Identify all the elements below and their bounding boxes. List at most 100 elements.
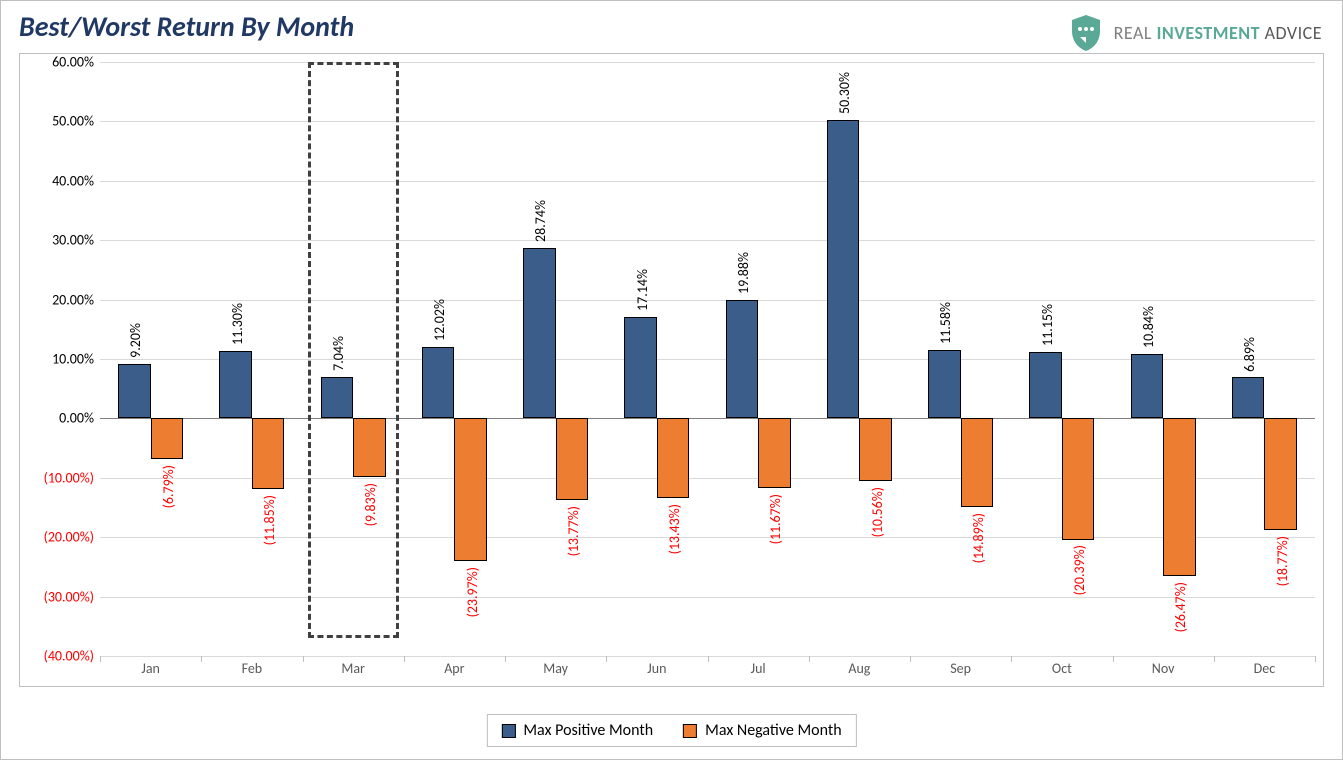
y-axis-tick: (10.00%)	[44, 469, 100, 486]
bar-label-positive: 50.30%	[836, 72, 853, 114]
gridline	[100, 597, 1315, 598]
bar-positive	[1029, 352, 1061, 418]
x-divider	[303, 656, 304, 662]
bar-positive	[928, 350, 960, 419]
y-axis-tick: 50.00%	[52, 113, 100, 130]
bar-label-positive: 11.15%	[1039, 304, 1056, 346]
bar-label-positive: 9.20%	[127, 323, 144, 358]
bar-label-positive: 6.89%	[1241, 337, 1258, 372]
x-divider	[809, 656, 810, 662]
plot-outer-border: (40.00%) (30.00%) (20.00%) (10.00%) 0.00% 10.…	[19, 53, 1324, 687]
x-divider	[910, 656, 911, 662]
brand-word-3: ADVICE	[1265, 22, 1322, 44]
y-axis-tick: (20.00%)	[44, 529, 100, 546]
x-axis-tick: Apr	[444, 656, 464, 677]
bar-positive	[118, 364, 150, 419]
y-axis-tick: (40.00%)	[44, 648, 100, 665]
x-axis-tick: Nov	[1152, 656, 1175, 677]
bar-label-positive: 10.84%	[1140, 306, 1157, 348]
bar-label-negative: (13.43%)	[666, 504, 683, 554]
bar-positive	[523, 248, 555, 419]
bar-negative	[353, 418, 385, 476]
bar-negative	[961, 418, 993, 506]
bar-negative	[758, 418, 790, 487]
bar-negative	[1264, 418, 1296, 529]
y-axis-tick: 10.00%	[52, 351, 100, 368]
bar-negative	[1062, 418, 1094, 539]
brand-logo: REAL INVESTMENT ADVICE	[1068, 13, 1322, 53]
bar-negative	[252, 418, 284, 488]
bar-label-negative: (11.67%)	[767, 494, 784, 544]
bar-label-positive: 19.88%	[735, 252, 752, 294]
x-axis-tick: Feb	[242, 656, 263, 677]
x-divider	[404, 656, 405, 662]
y-axis-tick: 20.00%	[52, 291, 100, 308]
shield-icon	[1068, 13, 1104, 53]
x-divider	[1113, 656, 1114, 662]
legend-item-negative: Max Negative Month	[683, 721, 841, 740]
bar-label-positive: 28.74%	[532, 200, 549, 242]
x-axis-tick: Aug	[848, 656, 870, 677]
y-axis-tick: 30.00%	[52, 232, 100, 249]
gridline	[100, 62, 1315, 63]
gridline	[100, 537, 1315, 538]
bar-positive	[726, 300, 758, 418]
bar-label-positive: 11.58%	[937, 302, 954, 344]
bar-label-positive: 17.14%	[634, 269, 651, 311]
bar-label-negative: (13.77%)	[565, 506, 582, 556]
bar-negative	[859, 418, 891, 481]
bar-negative	[454, 418, 486, 560]
y-axis-tick: 0.00%	[59, 410, 100, 427]
y-axis-tick: (30.00%)	[44, 588, 100, 605]
gridline	[100, 181, 1315, 182]
gridline	[100, 300, 1315, 301]
bar-label-negative: (9.83%)	[362, 483, 379, 526]
brand-word-1: REAL	[1114, 22, 1152, 44]
bar-positive	[219, 351, 251, 418]
bar-label-negative: (10.56%)	[869, 487, 886, 537]
bar-negative	[151, 418, 183, 458]
plot-area: (40.00%)(30.00%)(20.00%)(10.00%)0.00%10.…	[100, 62, 1315, 656]
legend-item-positive: Max Positive Month	[501, 721, 653, 740]
chart-frame: Best/Worst Return By Month REAL INVESTME…	[0, 0, 1343, 760]
legend: Max Positive Month Max Negative Month	[486, 714, 856, 747]
legend-label-negative: Max Negative Month	[705, 721, 841, 740]
bar-positive	[624, 317, 656, 419]
bar-label-negative: (14.89%)	[970, 513, 987, 563]
chart-title: Best/Worst Return By Month	[19, 9, 354, 44]
x-axis-tick: Oct	[1052, 656, 1072, 677]
legend-label-positive: Max Positive Month	[523, 721, 653, 740]
bar-label-negative: (26.47%)	[1172, 582, 1189, 632]
bar-label-negative: (23.97%)	[464, 567, 481, 617]
bar-negative	[657, 418, 689, 498]
x-divider	[100, 656, 101, 662]
x-axis-tick: Mar	[341, 656, 365, 677]
x-axis-tick: May	[543, 656, 568, 677]
x-axis-tick: Sep	[950, 656, 971, 677]
gridline	[100, 240, 1315, 241]
highlight-box	[308, 62, 399, 638]
y-axis-tick: 60.00%	[52, 54, 100, 71]
bar-label-positive: 11.30%	[229, 303, 246, 345]
bar-negative	[556, 418, 588, 500]
y-axis-tick: 40.00%	[52, 172, 100, 189]
legend-swatch-negative	[683, 724, 697, 738]
x-axis-tick: Jul	[751, 656, 766, 677]
x-divider	[606, 656, 607, 662]
brand-text: REAL INVESTMENT ADVICE	[1114, 22, 1322, 44]
x-divider	[1214, 656, 1215, 662]
x-divider	[1315, 656, 1316, 662]
gridline	[100, 121, 1315, 122]
x-divider	[201, 656, 202, 662]
bar-positive	[1232, 377, 1264, 418]
bar-negative	[1163, 418, 1195, 575]
bar-label-positive: 12.02%	[431, 299, 448, 341]
bar-label-negative: (6.79%)	[160, 465, 177, 508]
bar-positive	[1131, 354, 1163, 418]
bar-label-negative: (18.77%)	[1274, 536, 1291, 586]
brand-word-2: INVESTMENT	[1157, 22, 1260, 44]
x-divider	[505, 656, 506, 662]
bar-label-positive: 7.04%	[330, 336, 347, 371]
bar-positive	[827, 120, 859, 419]
x-divider	[1011, 656, 1012, 662]
